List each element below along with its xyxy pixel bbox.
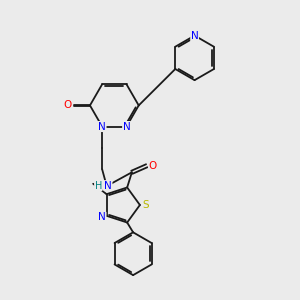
Text: O: O [64, 100, 72, 110]
Text: N: N [191, 31, 199, 40]
Text: N: N [98, 122, 106, 131]
Text: N: N [98, 212, 106, 222]
Text: S: S [142, 200, 148, 210]
Text: O: O [148, 161, 157, 171]
Text: N: N [123, 122, 130, 131]
Text: H: H [94, 181, 102, 191]
Text: N: N [104, 181, 112, 191]
